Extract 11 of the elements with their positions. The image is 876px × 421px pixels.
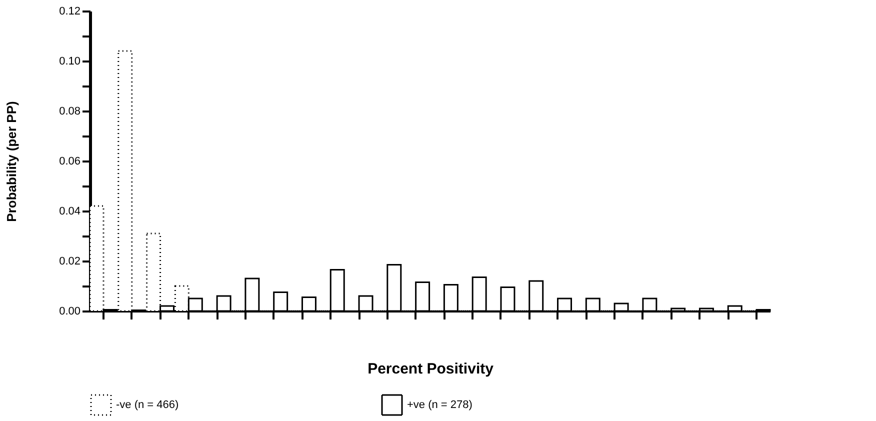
y-tick-label: 0.04: [59, 206, 80, 218]
x-axis-title: Percent Positivity: [368, 360, 494, 378]
y-tick-label: 0.12: [59, 6, 80, 18]
y-tick-label: 0.02: [59, 256, 80, 268]
y-tick-label: 0.00: [59, 306, 80, 318]
y-tick-label: 0.08: [59, 106, 80, 118]
y-axis-title: Probability (per PP): [4, 101, 20, 222]
y-tick-label: 0.06: [59, 156, 80, 168]
legend-label: +ve (n = 278): [407, 399, 472, 411]
y-tick-label: 0.10: [59, 56, 80, 68]
legend-label: -ve (n = 466): [116, 399, 179, 411]
